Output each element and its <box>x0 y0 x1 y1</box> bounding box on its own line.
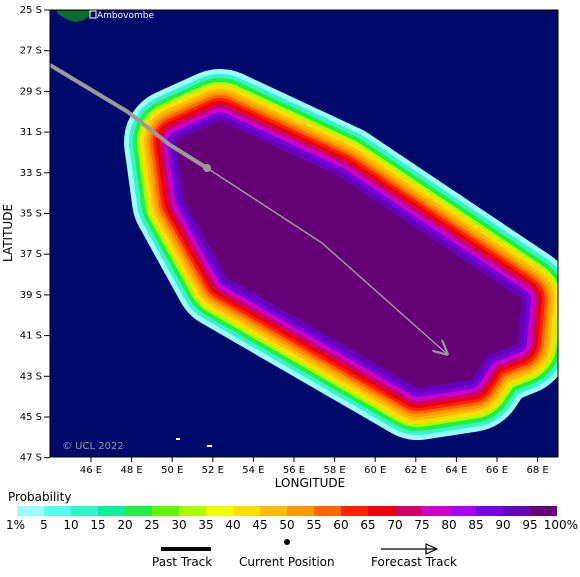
legend-label: 45 <box>252 518 268 532</box>
legend-label: 25 <box>144 518 160 532</box>
legend-label: 85 <box>468 518 484 532</box>
key-past-track-symbol <box>161 547 211 551</box>
legend-swatch <box>395 506 422 516</box>
place-label: Ambovombe <box>97 11 154 21</box>
lon-tick-label: 62 E <box>405 465 427 476</box>
legend-swatch <box>125 506 152 516</box>
lat-tick-label: 45 S <box>20 412 42 423</box>
key-forecast-track-label: Forecast Track <box>371 555 457 569</box>
lon-tick-label: 48 E <box>120 465 142 476</box>
legend-label: 35 <box>198 518 214 532</box>
lon-tick-label: 52 E <box>202 465 224 476</box>
legend-swatch <box>260 506 287 516</box>
lat-tick-label: 37 S <box>20 249 42 260</box>
legend-label: 20 <box>117 518 133 532</box>
strike-probability-map: 25 S 27 S 29 S 31 S 33 S 35 S 37 S 39 S 41 S 43 S… <box>1 5 559 490</box>
legend-swatch <box>44 506 71 516</box>
legend-swatch <box>206 506 233 516</box>
lon-tick-label: 54 E <box>242 465 264 476</box>
copyright-text: © UCL 2022 <box>62 441 124 452</box>
small-island <box>176 438 180 440</box>
lat-tick-label: 25 S <box>20 5 42 16</box>
lon-tick-label: 66 E <box>486 465 508 476</box>
lat-tick-label: 31 S <box>20 127 42 138</box>
probability-legend-bar <box>17 506 557 516</box>
key-past-track-label: Past Track <box>152 555 213 569</box>
key-current-position-dot <box>284 539 290 545</box>
legend-swatch <box>422 506 449 516</box>
legend-label: 15 <box>90 518 106 532</box>
legend-label: 50 <box>279 518 295 532</box>
legend-swatch <box>503 506 530 516</box>
legend-title: Probability <box>8 490 72 504</box>
legend-label: 10 <box>63 518 79 532</box>
land-madagascar <box>56 10 92 22</box>
small-island-2 <box>207 445 212 447</box>
lat-tick-label: 39 S <box>20 290 42 301</box>
legend-swatch <box>341 506 368 516</box>
legend-swatch <box>314 506 341 516</box>
lon-tick-label: 50 E <box>161 465 183 476</box>
legend-label: 70 <box>387 518 403 532</box>
legend-swatch <box>17 506 44 516</box>
legend-label: 60 <box>333 518 349 532</box>
legend-swatch <box>152 506 179 516</box>
legend-label: 40 <box>225 518 241 532</box>
legend-swatch <box>530 506 557 516</box>
lat-tick-label: 27 S <box>20 46 42 57</box>
legend-label: 5 <box>40 518 48 532</box>
lon-tick-label: 58 E <box>323 465 345 476</box>
legend-swatch <box>368 506 395 516</box>
x-axis-title: LONGITUDE <box>275 476 345 490</box>
latitude-axis: 25 S 27 S 29 S 31 S 33 S 35 S 37 S 39 S 41 S 43 S… <box>20 5 50 464</box>
lat-tick-label: 35 S <box>20 209 42 220</box>
lon-tick-label: 60 E <box>364 465 386 476</box>
lat-tick-label: 33 S <box>20 168 42 179</box>
legend-swatch <box>449 506 476 516</box>
legend-swatch <box>287 506 314 516</box>
legend-label: 75 <box>414 518 430 532</box>
legend-label: 30 <box>171 518 187 532</box>
legend-swatch <box>233 506 260 516</box>
lon-tick-label: 46 E <box>80 465 102 476</box>
probability-field <box>124 69 558 440</box>
forecast-track-line <box>206 167 447 354</box>
past-track-line <box>50 63 209 170</box>
probability-band-100 <box>176 121 522 388</box>
lon-tick-label: 56 E <box>283 465 305 476</box>
legend-swatch <box>476 506 503 516</box>
longitude-axis: 46 E 48 E 50 E 52 E 54 E 56 E 58 E 60 E 62 E 64 E… <box>80 457 549 476</box>
legend-label: 90 <box>495 518 511 532</box>
legend-swatch <box>98 506 125 516</box>
lat-tick-label: 47 S <box>20 453 42 464</box>
legend-label: 95 <box>522 518 538 532</box>
legend-label: 1% <box>6 518 26 532</box>
legend-label: 65 <box>360 518 376 532</box>
lat-tick-label: 41 S <box>20 331 42 342</box>
lat-tick-label: 29 S <box>20 86 42 97</box>
legend-label: 55 <box>306 518 322 532</box>
lon-tick-label: 64 E <box>445 465 467 476</box>
lon-tick-label: 68 E <box>526 465 548 476</box>
lat-tick-label: 43 S <box>20 371 42 382</box>
key-current-position-label: Current Position <box>239 555 335 569</box>
legend-label: 100% <box>543 518 578 532</box>
plot-frame <box>49 9 559 458</box>
legend-label: 80 <box>441 518 457 532</box>
legend-swatch <box>71 506 98 516</box>
key-forecast-arrow <box>381 543 439 555</box>
legend-swatch <box>179 506 206 516</box>
current-position-marker <box>203 164 211 172</box>
y-axis-title: LATITUDE <box>1 204 15 262</box>
place-marker <box>89 10 97 19</box>
